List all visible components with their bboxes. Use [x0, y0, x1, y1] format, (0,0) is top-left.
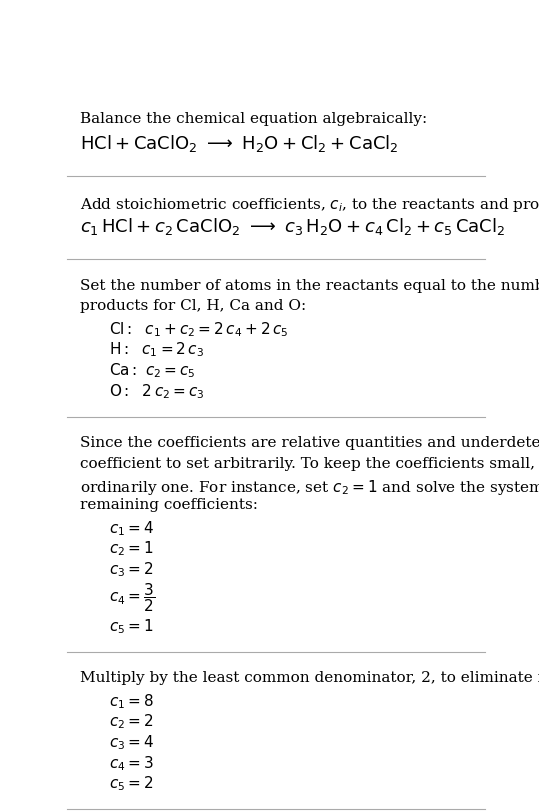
Text: Set the number of atoms in the reactants equal to the number of atoms in the: Set the number of atoms in the reactants… — [80, 278, 539, 293]
Text: remaining coefficients:: remaining coefficients: — [80, 498, 258, 512]
Text: $\mathrm{HCl + CaClO_2 \ \longrightarrow \ H_2O + Cl_2 + CaCl_2}$: $\mathrm{HCl + CaClO_2 \ \longrightarrow… — [80, 133, 398, 154]
Text: $c_2 = 2$: $c_2 = 2$ — [109, 712, 154, 731]
Text: $c_5 = 2$: $c_5 = 2$ — [109, 774, 154, 792]
Text: $c_5 = 1$: $c_5 = 1$ — [109, 616, 154, 635]
Text: $\mathrm{Cl:}\ \ c_1 + c_2 = 2\,c_4 + 2\,c_5$: $\mathrm{Cl:}\ \ c_1 + c_2 = 2\,c_4 + 2\… — [109, 320, 288, 338]
Text: $c_2 = 1$: $c_2 = 1$ — [109, 539, 154, 557]
Text: $\mathrm{Ca:}\ c_2 = c_5$: $\mathrm{Ca:}\ c_2 = c_5$ — [109, 361, 196, 380]
Text: $c_1\,\mathrm{HCl} + c_2\,\mathrm{CaClO_2} \ \longrightarrow \ c_3\,\mathrm{H_2O: $c_1\,\mathrm{HCl} + c_2\,\mathrm{CaClO_… — [80, 216, 505, 237]
Text: ordinarily one. For instance, set $c_2 = 1$ and solve the system of equations fo: ordinarily one. For instance, set $c_2 =… — [80, 477, 539, 496]
Text: $\mathrm{O:}\ \ 2\,c_2 = c_3$: $\mathrm{O:}\ \ 2\,c_2 = c_3$ — [109, 381, 205, 400]
Text: $c_3 = 4$: $c_3 = 4$ — [109, 732, 154, 751]
Text: Balance the chemical equation algebraically:: Balance the chemical equation algebraica… — [80, 112, 427, 127]
Text: $c_1 = 4$: $c_1 = 4$ — [109, 518, 154, 537]
Text: $c_4 = 3$: $c_4 = 3$ — [109, 753, 154, 772]
Text: Since the coefficients are relative quantities and underdetermined, choose a: Since the coefficients are relative quan… — [80, 436, 539, 450]
Text: $c_3 = 2$: $c_3 = 2$ — [109, 560, 154, 578]
Text: Add stoichiometric coefficients, $c_i$, to the reactants and products:: Add stoichiometric coefficients, $c_i$, … — [80, 195, 539, 213]
Text: coefficient to set arbitrarily. To keep the coefficients small, the arbitrary va: coefficient to set arbitrarily. To keep … — [80, 457, 539, 470]
Text: $\mathrm{H:}\ \ c_1 = 2\,c_3$: $\mathrm{H:}\ \ c_1 = 2\,c_3$ — [109, 341, 204, 359]
Text: Multiply by the least common denominator, 2, to eliminate fractional coefficient: Multiply by the least common denominator… — [80, 671, 539, 684]
Text: $c_4 = \dfrac{3}{2}$: $c_4 = \dfrac{3}{2}$ — [109, 580, 155, 613]
Text: $c_1 = 8$: $c_1 = 8$ — [109, 691, 154, 710]
Text: products for Cl, H, Ca and O:: products for Cl, H, Ca and O: — [80, 299, 306, 313]
